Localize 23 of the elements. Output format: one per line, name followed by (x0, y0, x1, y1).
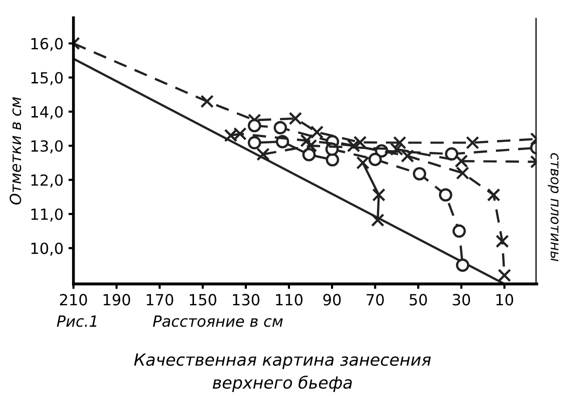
x-tick-label: 30 (452, 294, 470, 306)
x-axis-title: Расстояние в см (152, 316, 283, 327)
x-tick-label: 150 (190, 294, 216, 306)
x-tick-label: 50 (410, 294, 427, 306)
y-axis-title: Отметки в см (10, 97, 22, 205)
x-tick-label: 210 (60, 294, 88, 306)
y-tick-label: 11,0 (31, 208, 63, 222)
y-tick-label: 10,0 (31, 242, 63, 256)
text: Рис.1 (56, 316, 96, 327)
text: Качественная картина занесения верхнего бьефа (134, 354, 431, 392)
x-tick-label: 10 (496, 294, 514, 306)
y-tick-label: 15,0 (31, 72, 63, 86)
x-tick-label: 90 (323, 294, 341, 306)
y-tick-label: 13,0 (31, 140, 63, 154)
x-tick-label: 110 (276, 294, 303, 306)
x-tick-label: 70 (366, 294, 384, 306)
y-tick-label: 16,0 (31, 38, 63, 51)
y-tick-label: 12,0 (31, 174, 63, 188)
ref-line-label: створ плотины (548, 153, 559, 262)
y-tick-label: 14,0 (31, 106, 63, 120)
x-tick-label: 190 (104, 294, 130, 306)
x-tick-label: 170 (146, 294, 174, 306)
x-tick-label: 130 (232, 294, 260, 306)
